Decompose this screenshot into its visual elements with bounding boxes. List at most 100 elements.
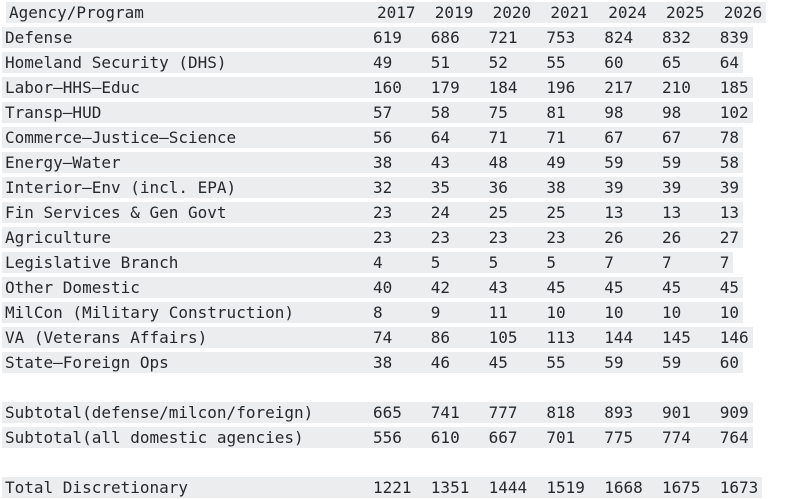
cell-value: 59	[604, 153, 624, 172]
cell-value: 686	[430, 28, 460, 47]
cell-value: 1668	[604, 478, 643, 497]
table-row: Legislative Branch 4 5 5 5 7 7 7	[0, 252, 795, 273]
cell-value: 45	[604, 278, 624, 297]
cell-value: 824	[604, 28, 634, 47]
cell-value: 98	[661, 103, 682, 122]
cell-value: 51	[430, 53, 451, 72]
cell-value: 24	[430, 203, 451, 222]
row-label: State–Foreign Ops	[5, 353, 169, 372]
cell-value: 45	[661, 278, 682, 297]
row-label: Commerce–Justice–Science	[5, 128, 237, 147]
table-row: Energy–Water 38 43 48 49 59 59 58	[0, 152, 795, 173]
cell-value: 721	[488, 28, 518, 47]
cell-value: 667	[488, 428, 518, 447]
cell-value: 146	[719, 328, 749, 347]
cell-value: 38	[373, 153, 393, 172]
cell-value: 4	[373, 253, 383, 272]
cell-value: 179	[430, 78, 460, 97]
row-label: Homeland Security (DHS)	[5, 53, 227, 72]
cell-value: 59	[661, 353, 682, 372]
cell-value: 26	[604, 228, 624, 247]
cell-value: 45	[488, 353, 508, 372]
table-row-band: Subtotal(all domestic agencies) 556 610 667…	[2, 427, 753, 448]
column-header-year: 2021	[550, 3, 589, 22]
column-header-year: 2024	[608, 3, 647, 22]
table-row: Interior–Env (incl. EPA) 32 35 36 38 39 39 39	[0, 177, 795, 198]
cell-value: 59	[661, 153, 682, 172]
table-row: Defense 619 686 721 753 824 832 839	[0, 27, 795, 48]
cell-value: 64	[719, 53, 740, 72]
cell-value: 7	[719, 253, 730, 272]
row-label: Transp–HUD	[5, 103, 102, 122]
cell-value: 23	[373, 228, 393, 247]
cell-value: 38	[546, 178, 566, 197]
cell-value: 23	[373, 203, 393, 222]
table-row-band: VA (Veterans Affairs) 74 86 105 113 144 145 146	[2, 327, 753, 348]
cell-value: 1675	[661, 478, 701, 497]
cell-value: 9	[430, 303, 441, 322]
cell-value: 818	[546, 403, 576, 422]
row-label: Energy–Water	[5, 153, 121, 172]
cell-value: 52	[488, 53, 508, 72]
table-row-band: Other Domestic 40 42 43 45 45 45 45	[2, 277, 744, 298]
cell-value: 145	[661, 328, 691, 347]
cell-value: 39	[661, 178, 682, 197]
row-label: VA (Veterans Affairs)	[5, 328, 208, 347]
table-row-band: Legislative Branch 4 5 5 5 7 7 7	[2, 252, 734, 273]
cell-value: 210	[661, 78, 691, 97]
table-row-band: Subtotal(defense/milcon/foreign) 665 741 77…	[2, 402, 753, 423]
cell-value: 25	[546, 203, 566, 222]
cell-value: 13	[604, 203, 624, 222]
cell-value: 610	[430, 428, 460, 447]
cell-value: 98	[604, 103, 624, 122]
table-row-band: Labor–HHS–Educ 160 179 184 196 217 210 185	[2, 77, 753, 98]
row-label: Fin Services & Gen Govt	[5, 203, 227, 222]
cell-value: 67	[604, 128, 624, 147]
cell-value: 67	[661, 128, 682, 147]
cell-value: 184	[488, 78, 518, 97]
table-row: Commerce–Justice–Science 56 64 71 71 67 67 78	[0, 127, 795, 148]
row-label: Total Discretionary	[5, 478, 189, 497]
cell-value: 901	[661, 403, 691, 422]
cell-value: 71	[488, 128, 508, 147]
spacer-row	[0, 452, 795, 473]
cell-value: 58	[719, 153, 740, 172]
row-label: Subtotal(all domestic agencies)	[5, 428, 304, 447]
row-label: Other Domestic	[5, 278, 140, 297]
cell-value: 774	[661, 428, 691, 447]
cell-value: 144	[604, 328, 634, 347]
table-row-band: Transp–HUD 57 58 75 81 98 98 102	[2, 102, 753, 123]
cell-value: 701	[546, 428, 576, 447]
cell-value: 49	[546, 153, 566, 172]
column-header-year: 2017	[377, 3, 416, 22]
row-label: Legislative Branch	[5, 253, 179, 272]
header-row-band: Agency/Program 2017 2019 2020 2021 2024 2025 20…	[6, 2, 767, 23]
cell-value: 75	[488, 103, 508, 122]
cell-value: 185	[719, 78, 749, 97]
cell-value: 196	[546, 78, 576, 97]
cell-value: 1519	[546, 478, 585, 497]
cell-value: 46	[430, 353, 451, 372]
cell-value: 113	[546, 328, 576, 347]
cell-value: 775	[604, 428, 634, 447]
cell-value: 56	[373, 128, 393, 147]
cell-value: 10	[546, 303, 566, 322]
cell-value: 27	[719, 228, 740, 247]
cell-value: 764	[719, 428, 749, 447]
table-row: VA (Veterans Affairs) 74 86 105 113 144 145 146	[0, 327, 795, 348]
header-row: Agency/Program 2017 2019 2020 2021 2024 2025 20…	[0, 2, 795, 23]
cell-value: 832	[661, 28, 691, 47]
cell-value: 7	[604, 253, 614, 272]
cell-value: 36	[488, 178, 508, 197]
cell-value: 909	[719, 403, 749, 422]
cell-value: 26	[661, 228, 682, 247]
cell-value: 58	[430, 103, 451, 122]
cell-value: 23	[546, 228, 566, 247]
cell-value: 5	[430, 253, 441, 272]
cell-value: 105	[488, 328, 518, 347]
table-row-band: Homeland Security (DHS) 49 51 52 55 60 65 64	[2, 52, 744, 73]
table-row: Homeland Security (DHS) 49 51 52 55 60 65 64	[0, 52, 795, 73]
cell-value: 10	[719, 303, 740, 322]
cell-value: 7	[661, 253, 672, 272]
table-row-band: Agriculture 23 23 23 23 26 26 27	[2, 227, 744, 248]
